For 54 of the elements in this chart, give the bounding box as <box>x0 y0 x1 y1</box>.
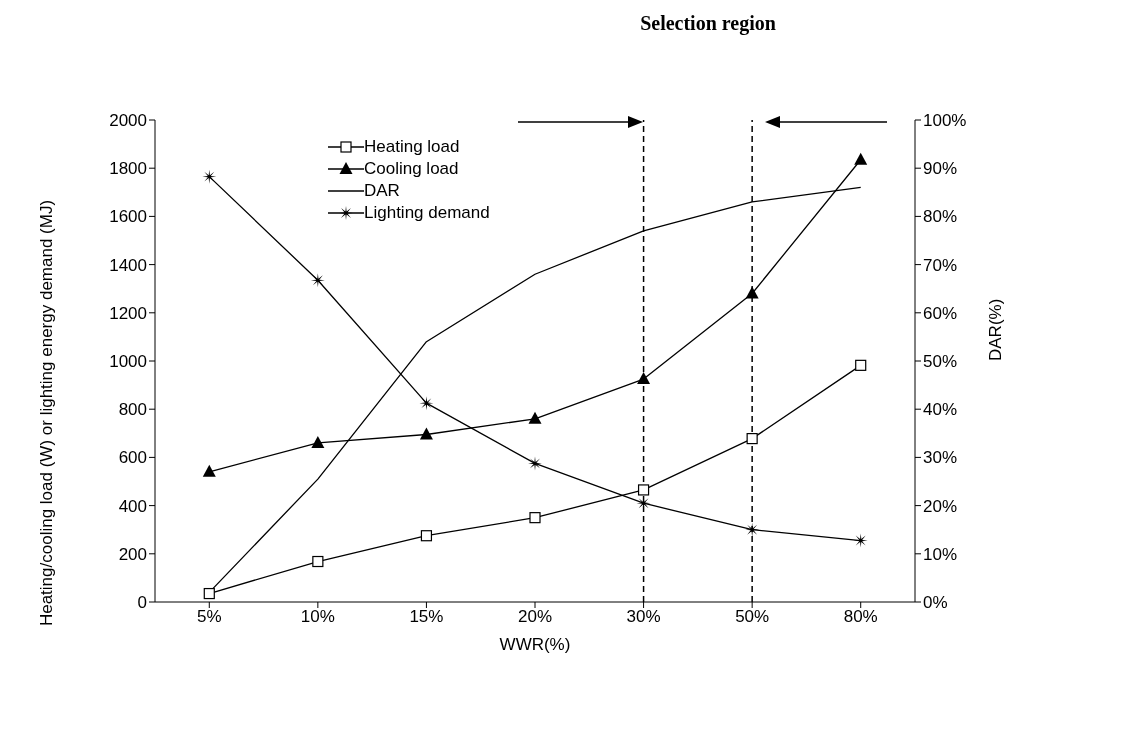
y2-tick-label: 20% <box>923 496 958 516</box>
point <box>637 372 651 385</box>
y2-tick-label: 60% <box>923 303 958 323</box>
point <box>202 169 217 184</box>
x-tick-label: 20% <box>517 607 553 627</box>
y-tick-label: 1000 <box>109 352 147 372</box>
point <box>312 555 324 568</box>
point <box>637 484 650 496</box>
y2-tick-label: 80% <box>923 207 958 227</box>
point <box>528 411 542 424</box>
point <box>529 512 541 524</box>
point <box>419 427 433 440</box>
x-tick-label: 30% <box>626 607 661 627</box>
point <box>746 433 758 445</box>
x-tick-label: 5% <box>197 607 222 627</box>
y-tick-label: 1400 <box>109 255 147 275</box>
x-tick-label: 80% <box>843 607 878 627</box>
y2-tick-label: 40% <box>923 400 958 420</box>
legend-label: Cooling load <box>364 159 459 179</box>
y2-tick-label: 90% <box>923 159 958 179</box>
x-tick-label: 50% <box>735 607 770 627</box>
y-tick-label: 600 <box>118 448 147 468</box>
y-tick-label: 0 <box>137 593 147 613</box>
y-tick-label: 1200 <box>109 303 147 323</box>
y-tick-label: 1800 <box>109 159 147 179</box>
y-tick-label: 800 <box>118 400 147 420</box>
x-tick-label: 15% <box>409 607 444 627</box>
x-tick-label: 10% <box>300 607 335 627</box>
y-axis-title: Heating/cooling load (W) or lighting energy demand (MJ) <box>35 198 57 629</box>
point <box>853 533 868 548</box>
y2-tick-label: 30% <box>923 448 958 468</box>
y2-tick-label: 0% <box>923 593 948 613</box>
y-tick-label: 200 <box>118 544 147 564</box>
point <box>745 286 759 299</box>
y-tick-label: 1600 <box>109 207 147 227</box>
point <box>855 359 867 371</box>
y-tick-label: 2000 <box>109 111 147 131</box>
point <box>203 587 215 600</box>
text: Selection region <box>639 12 777 35</box>
y2-tick-label: 70% <box>923 255 958 275</box>
y2-tick-label: 100% <box>923 111 967 131</box>
x-axis-title: WWR(%) <box>499 635 571 654</box>
point <box>202 464 216 477</box>
point <box>310 273 325 288</box>
y2-tick-label: 50% <box>923 352 958 372</box>
legend-label: Heating load <box>364 137 460 157</box>
y-tick-label: 400 <box>118 496 147 516</box>
point <box>854 152 868 165</box>
y2-axis-title: DAR(%) <box>986 298 1006 361</box>
y2-tick-label: 10% <box>923 544 958 564</box>
point <box>420 530 433 542</box>
legend-label: Lighting demand <box>364 203 490 223</box>
legend-label: DAR <box>364 181 400 201</box>
point <box>311 435 325 448</box>
